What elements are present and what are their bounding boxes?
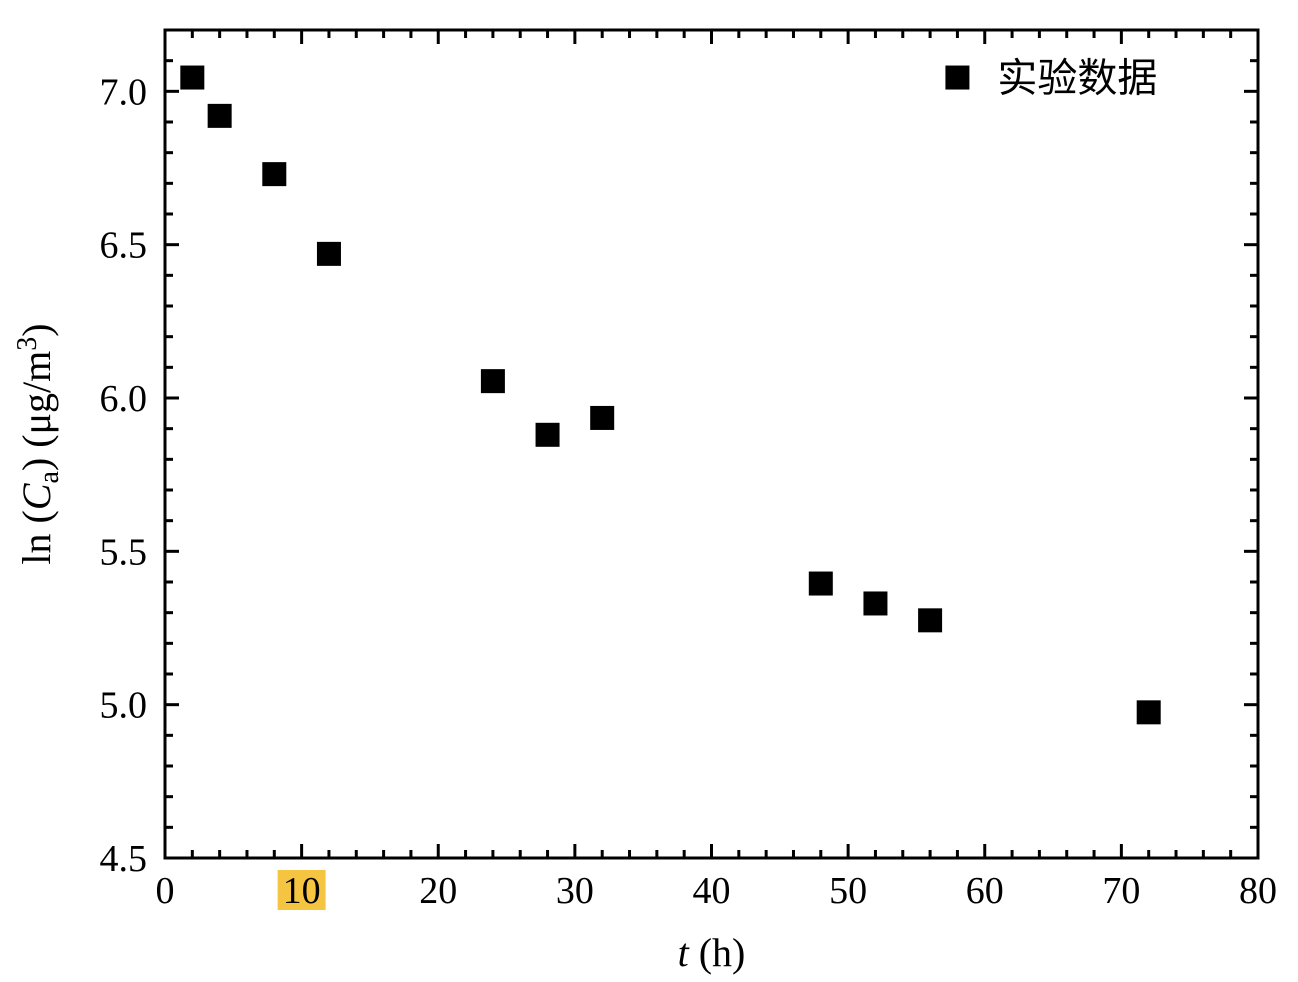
data-point [208,104,232,128]
chart-bg [0,0,1298,982]
ytick-label: 6.0 [100,378,148,420]
data-point [481,369,505,393]
ytick-label: 5.5 [100,531,148,573]
y-axis-label: ln (Ca) (μg/m3) [12,323,65,564]
xtick-label: 20 [419,870,457,912]
ytick-label: 6.5 [100,225,148,267]
x-axis-label: t (h) [678,930,746,975]
data-point [317,242,341,266]
chart-svg: 0 10 20 30 40 50 60 70 80 4.5 5.0 5.5 6.0 6.5 7.0 t (h)… [0,0,1298,982]
data-point [1137,700,1161,724]
data-point [262,162,286,186]
data-point [809,572,833,596]
legend-marker [945,66,969,90]
ytick-label: 7.0 [100,71,148,113]
xtick-label: 70 [1102,870,1140,912]
xtick-label: 50 [829,870,867,912]
xtick-label: 0 [156,870,175,912]
data-point [590,406,614,430]
ytick-label: 4.5 [100,838,148,880]
xtick-label: 10 [283,870,321,912]
legend-label: 实验数据 [997,56,1157,101]
ytick-label: 5.0 [100,685,148,727]
data-point [918,608,942,632]
data-point [180,66,204,90]
data-point [536,423,560,447]
xtick-label: 60 [966,870,1004,912]
scatter-chart: 0 10 20 30 40 50 60 70 80 4.5 5.0 5.5 6.0 6.5 7.0 t (h)… [0,0,1298,982]
xtick-label: 30 [556,870,594,912]
data-point [863,591,887,615]
xtick-label: 80 [1239,870,1277,912]
xtick-label: 40 [693,870,731,912]
